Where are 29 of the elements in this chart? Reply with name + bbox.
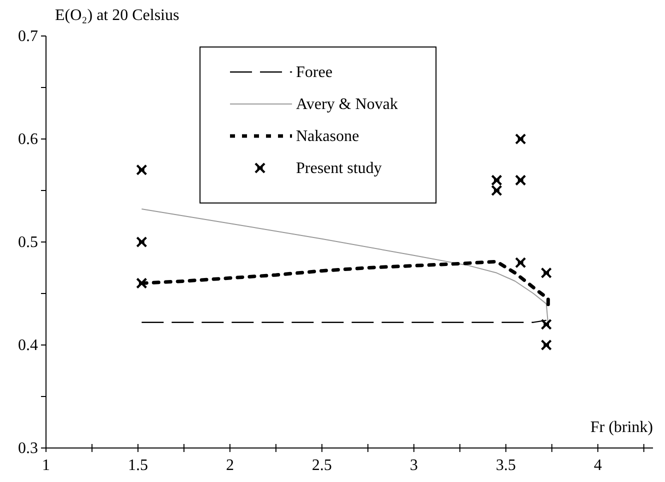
point (514, 174, 526, 186)
y-tick-label: 0.4 (18, 337, 38, 354)
x-tick-label: 2 (226, 457, 234, 474)
point (514, 257, 526, 268)
point (540, 318, 552, 330)
legend-label: Foree (296, 64, 332, 81)
x-tick-label: 1.5 (128, 457, 148, 474)
x-axis-title: Fr (brink) (590, 419, 653, 436)
legend-label: Nakasone (296, 128, 360, 145)
x-tick-label: 3 (410, 457, 418, 474)
point (540, 339, 552, 351)
legend-label: Present study (296, 160, 382, 177)
point (491, 174, 502, 186)
point (514, 133, 526, 145)
point (540, 267, 552, 278)
x-tick-label: 2.5 (312, 457, 332, 474)
y-tick-label: 0.5 (18, 234, 38, 251)
point (136, 236, 148, 248)
point (491, 184, 502, 196)
point (136, 164, 148, 176)
x-tick-label: 4 (594, 457, 602, 474)
y-axis-title: E(O₂) at 20 Celsius (55, 7, 180, 24)
y-tick-label: 0.7 (18, 28, 38, 45)
y-tick-label: 0.6 (18, 131, 38, 148)
point (136, 278, 148, 289)
y-tick-label: 0.3 (18, 440, 38, 457)
x-tick-label: 1 (42, 457, 50, 474)
legend-label: Avery & Novak (296, 96, 398, 113)
x-tick-label: 3.5 (496, 457, 516, 474)
